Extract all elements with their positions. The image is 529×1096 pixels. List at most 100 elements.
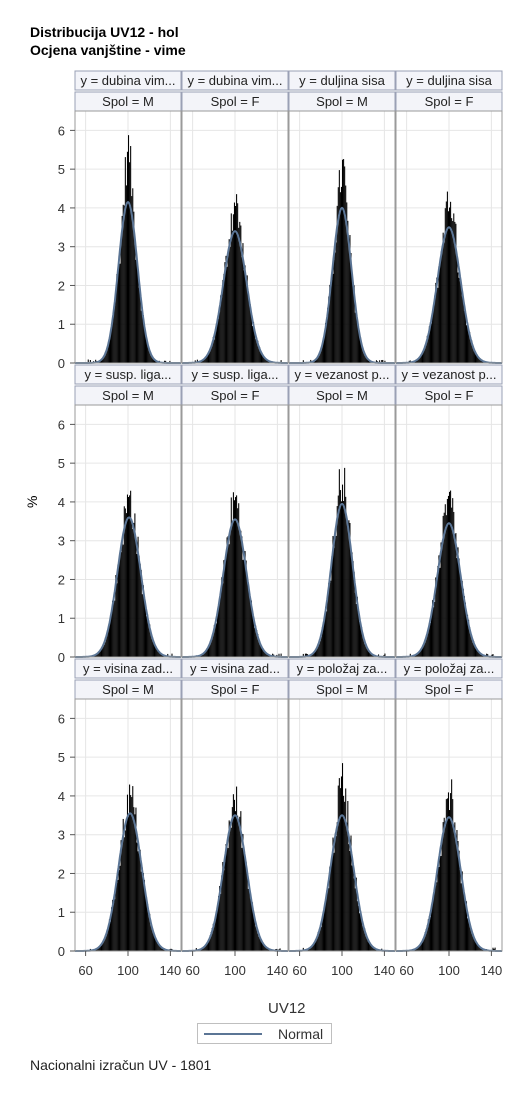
histogram-bar (459, 571, 461, 657)
histogram-bar (321, 627, 323, 657)
histogram-bar (260, 645, 262, 657)
histogram-bar (358, 333, 361, 363)
histogram-bar (153, 932, 155, 951)
histogram-bar (425, 929, 427, 951)
histogram-bar (251, 902, 254, 951)
histogram-bar (100, 359, 102, 363)
histogram-bar (352, 561, 354, 657)
histogram-bar (425, 637, 427, 657)
histogram-bar (251, 325, 254, 363)
histogram-bar (492, 654, 494, 657)
histogram-bar (267, 655, 269, 657)
histogram-bar (151, 638, 153, 657)
histogram-bar (343, 500, 345, 657)
histogram-bar (433, 892, 435, 951)
histogram-bar (468, 330, 470, 363)
histogram-bar (146, 340, 148, 363)
histogram-bar (150, 633, 152, 657)
histogram-bar (442, 232, 444, 363)
panel-header-spol-label: Spol = M (316, 388, 368, 403)
histogram-bar (325, 322, 327, 363)
histogram-bar (154, 360, 156, 363)
histogram-bar (445, 201, 447, 363)
histogram-bar (242, 834, 244, 951)
histogram-bar (246, 275, 248, 363)
histogram-bar (427, 335, 429, 363)
histogram-bar (154, 936, 156, 951)
histogram-bar (444, 504, 446, 657)
histogram-bar (253, 321, 255, 363)
histogram-bar (478, 357, 480, 363)
histogram-bar (420, 649, 422, 657)
histogram-bar (228, 820, 230, 951)
histogram-bar (87, 359, 89, 363)
histogram-bar (206, 355, 208, 363)
histogram-bar (363, 352, 365, 363)
histogram-bar (206, 648, 208, 657)
histogram-bar (460, 883, 462, 951)
histogram-bar (102, 646, 104, 657)
histogram-bar (464, 313, 466, 363)
histogram-bar (479, 653, 481, 657)
histogram-bar (416, 360, 418, 363)
normal-curve (182, 814, 288, 952)
histogram-bar (422, 352, 424, 363)
histogram-bar (144, 894, 147, 951)
histogram-bar (368, 941, 370, 951)
histogram-bar (204, 358, 206, 363)
histogram-bar (224, 560, 226, 657)
histogram-bar (236, 495, 238, 657)
histogram-bar (479, 359, 481, 363)
histogram-bar (208, 351, 210, 363)
histogram-bar (354, 888, 356, 951)
histogram-bar (245, 280, 247, 363)
histogram-bar (116, 583, 118, 657)
histogram-bar (447, 211, 449, 363)
histogram-bar (117, 879, 119, 951)
y-tick-label: 2 (58, 866, 65, 881)
histogram-bar (409, 653, 411, 657)
histogram-bar (435, 885, 437, 951)
histogram-bar (157, 651, 159, 657)
histogram-bar (115, 887, 117, 951)
histogram-bar (428, 326, 430, 363)
histogram-bar (346, 202, 348, 363)
histogram-bar (212, 336, 214, 363)
histogram-bar (119, 555, 121, 657)
histogram-bar (216, 909, 219, 951)
histogram-bar (140, 871, 142, 951)
histogram-bar (139, 849, 141, 951)
histogram-bar (327, 889, 329, 951)
histogram-bar (475, 943, 477, 951)
histogram-bar (260, 941, 262, 951)
histogram-bar (444, 825, 446, 951)
histogram-bar (236, 194, 238, 363)
histogram-bar (361, 343, 363, 363)
histogram-bar (345, 185, 347, 363)
histogram-bar (480, 360, 482, 363)
histogram-bar (339, 788, 341, 951)
x-tick-label: 100 (117, 963, 139, 978)
histogram-bar (137, 851, 139, 951)
histogram-bar (373, 947, 375, 951)
histogram-bar (458, 850, 460, 951)
histogram-bar (99, 946, 101, 951)
histogram-bar (365, 356, 367, 363)
panel-header-y-label: y = duljina sisa (406, 73, 492, 88)
histogram-bar (371, 946, 373, 951)
histogram-bar (137, 536, 139, 657)
histogram-bar (421, 647, 423, 657)
histogram-bar (353, 571, 355, 657)
histogram-bar (210, 932, 212, 951)
histogram-bar (142, 872, 144, 951)
histogram-bar (469, 923, 471, 951)
histogram-bar (311, 946, 313, 951)
histogram-bar (135, 541, 137, 657)
histogram-bar (209, 643, 211, 657)
histogram-bar (340, 776, 342, 951)
histogram-bar (248, 300, 250, 363)
histogram-bar (153, 642, 155, 657)
histogram-bar (103, 355, 105, 363)
histogram-bar (429, 622, 431, 657)
histogram-bar (104, 353, 106, 363)
